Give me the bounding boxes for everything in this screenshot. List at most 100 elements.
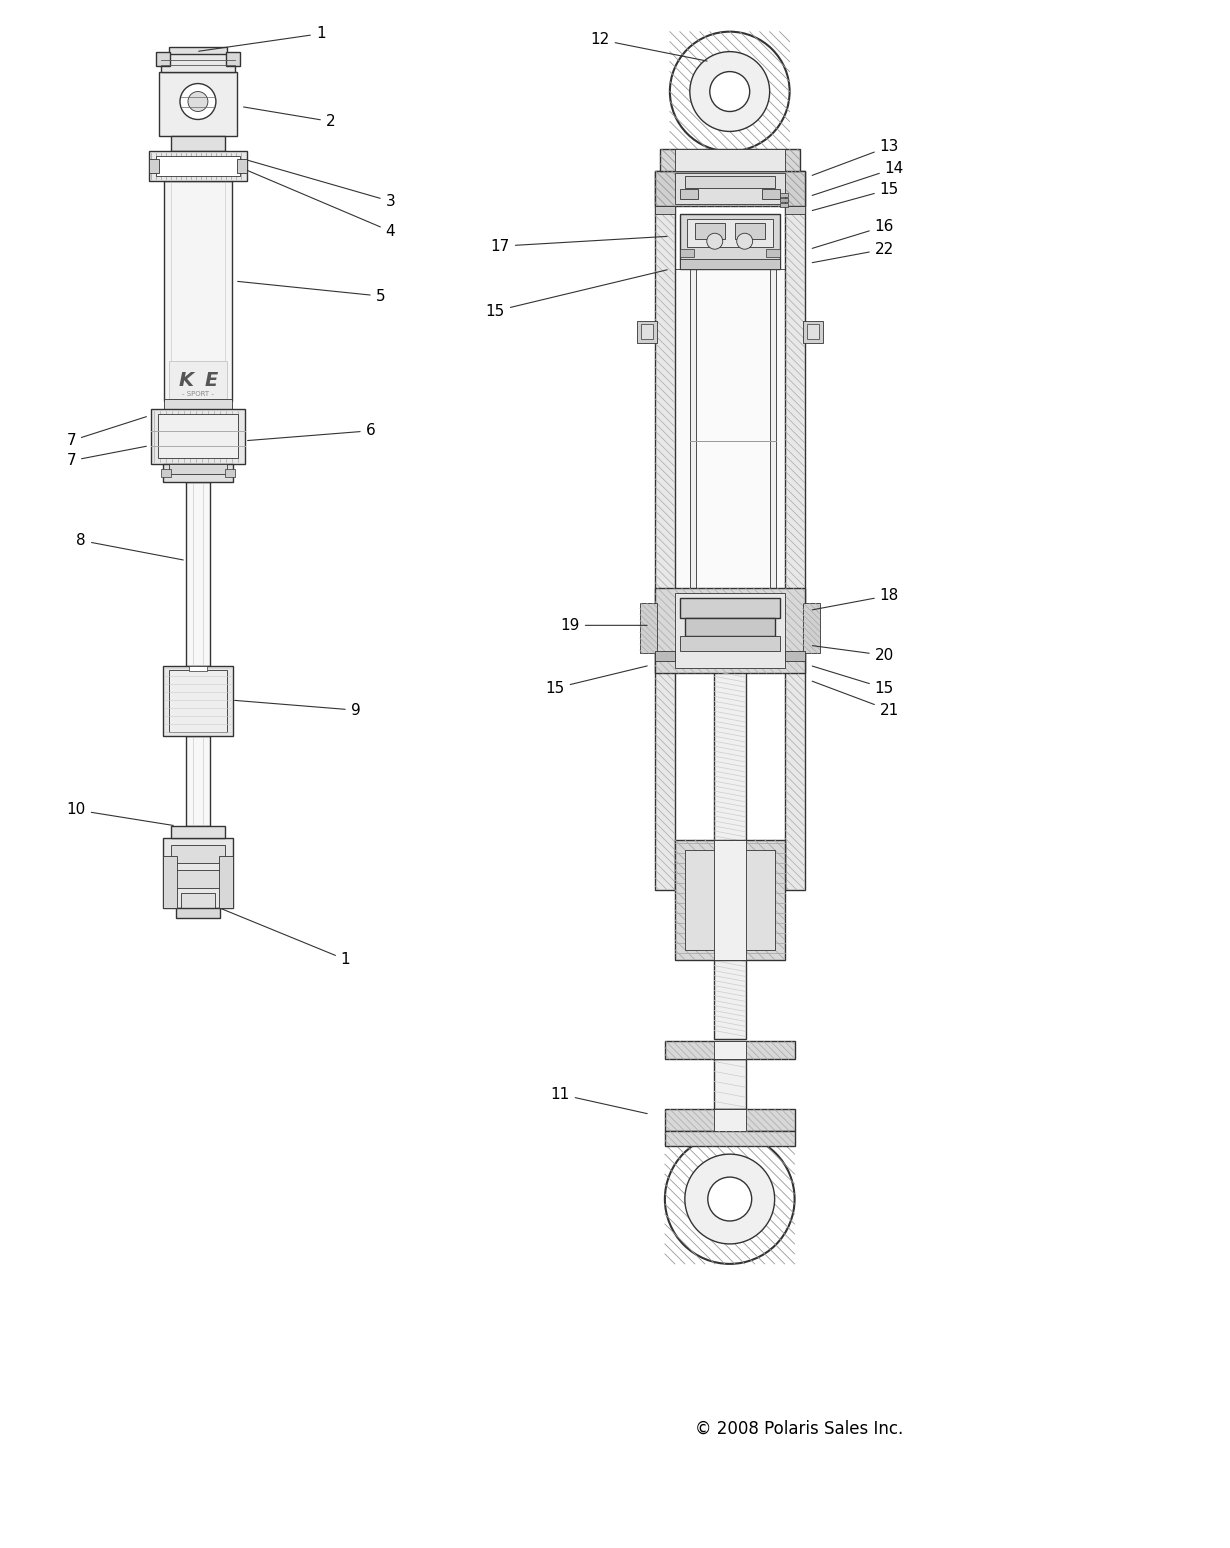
Bar (151, 409, 245, 464)
Bar (156, 156, 240, 176)
Bar (186, 481, 210, 666)
Bar (680, 259, 780, 269)
Bar (785, 172, 804, 890)
Bar (713, 841, 745, 960)
Text: E: E (204, 372, 218, 390)
Bar (685, 618, 775, 636)
Bar (171, 136, 225, 152)
Bar (680, 189, 697, 200)
Text: - SPORT -: - SPORT - (182, 390, 214, 396)
Bar (780, 194, 787, 197)
Bar (219, 856, 232, 907)
Bar (680, 599, 780, 618)
Bar (654, 206, 675, 214)
Bar (785, 206, 804, 214)
Circle shape (690, 51, 770, 132)
Bar (685, 176, 775, 189)
Bar (641, 324, 653, 339)
Text: 7: 7 (66, 416, 146, 449)
Bar (734, 223, 765, 240)
Text: 3: 3 (247, 159, 395, 209)
Bar (780, 203, 787, 207)
Circle shape (180, 84, 216, 119)
Text: 8: 8 (76, 533, 183, 560)
Bar (159, 71, 237, 136)
Bar (157, 413, 237, 458)
Bar (665, 1110, 795, 1132)
Bar (713, 1110, 745, 1132)
Text: K: K (178, 372, 193, 390)
Text: 19: 19 (561, 618, 647, 633)
Text: 1: 1 (221, 909, 351, 968)
Bar (780, 198, 787, 203)
Bar (803, 320, 823, 344)
Bar (675, 173, 785, 204)
Bar (226, 51, 240, 65)
Text: 20: 20 (812, 646, 894, 663)
Text: 5: 5 (237, 282, 385, 303)
Text: 2: 2 (244, 107, 336, 128)
Bar (169, 46, 226, 71)
Text: 18: 18 (812, 588, 899, 610)
Bar (713, 661, 745, 1039)
Bar (637, 320, 657, 344)
Circle shape (737, 234, 753, 249)
Text: 9: 9 (235, 700, 360, 718)
Bar (169, 361, 226, 399)
Bar (665, 1132, 795, 1146)
Bar (713, 1059, 745, 1110)
Text: 15: 15 (486, 269, 667, 319)
Bar (164, 856, 177, 907)
Bar (189, 666, 207, 672)
Bar (661, 150, 800, 172)
Bar (675, 841, 785, 960)
Bar (680, 249, 694, 257)
Circle shape (670, 31, 790, 152)
Text: 12: 12 (590, 33, 707, 60)
Bar (225, 469, 235, 477)
Bar (164, 837, 232, 907)
Circle shape (707, 234, 723, 249)
Text: 14: 14 (812, 161, 904, 195)
Bar (675, 593, 785, 669)
Text: 11: 11 (551, 1087, 647, 1113)
Bar (685, 850, 775, 949)
Circle shape (710, 71, 750, 111)
Text: 13: 13 (812, 139, 899, 175)
Bar (686, 220, 772, 248)
Bar (181, 893, 215, 907)
Text: 15: 15 (546, 666, 647, 695)
Bar (675, 150, 785, 172)
Bar (654, 652, 675, 661)
Bar (164, 181, 232, 401)
Bar (171, 845, 225, 862)
Bar (770, 214, 776, 593)
Bar (654, 588, 804, 673)
Bar (169, 670, 226, 732)
Bar (164, 464, 232, 481)
Text: 15: 15 (812, 181, 899, 211)
Bar (761, 189, 780, 200)
Text: 22: 22 (812, 241, 894, 263)
Bar (156, 51, 170, 65)
Bar (161, 54, 235, 71)
Bar (675, 269, 785, 588)
Text: 1: 1 (199, 26, 326, 51)
Text: 17: 17 (491, 237, 667, 254)
Circle shape (707, 1176, 752, 1221)
Bar (171, 870, 225, 887)
Text: 4: 4 (247, 170, 395, 238)
Bar (169, 464, 226, 474)
Bar (161, 469, 171, 477)
Bar (654, 172, 675, 890)
Bar (654, 172, 804, 206)
Text: 7: 7 (66, 446, 146, 467)
Bar (149, 152, 247, 181)
Bar (640, 604, 657, 653)
Text: 6: 6 (247, 423, 375, 441)
Bar (149, 159, 159, 173)
Text: 10: 10 (66, 802, 173, 825)
Bar (665, 1042, 795, 1059)
Bar (690, 214, 696, 593)
Text: 16: 16 (812, 218, 894, 248)
